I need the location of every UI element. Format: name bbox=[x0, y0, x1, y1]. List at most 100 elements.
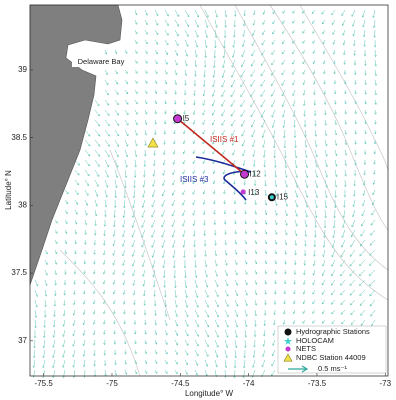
current-vector bbox=[313, 69, 316, 75]
current-vector-head bbox=[224, 365, 228, 369]
current-vector-head bbox=[65, 211, 68, 215]
current-vector bbox=[162, 239, 166, 248]
current-vector bbox=[104, 159, 110, 168]
current-vector-head bbox=[331, 302, 334, 305]
current-vector bbox=[122, 249, 126, 257]
current-vector bbox=[234, 219, 236, 225]
current-vector bbox=[174, 309, 178, 317]
current-vector bbox=[83, 329, 86, 336]
current-vector-head bbox=[321, 321, 325, 324]
current-vector bbox=[374, 109, 377, 115]
current-vector bbox=[292, 89, 296, 96]
current-vector-head bbox=[87, 163, 90, 167]
current-vector bbox=[314, 139, 317, 147]
current-vector bbox=[351, 229, 356, 237]
legend-symbol bbox=[284, 337, 292, 345]
current-vector bbox=[231, 59, 236, 68]
current-vector-head bbox=[235, 272, 238, 276]
current-vector-head bbox=[369, 283, 372, 287]
current-vector-head bbox=[134, 351, 137, 355]
current-vector bbox=[323, 59, 326, 64]
current-vector-head bbox=[133, 185, 136, 189]
legend-label: NDBC Station 44009 bbox=[296, 353, 366, 362]
current-vector-head bbox=[103, 322, 106, 325]
current-vector bbox=[53, 319, 56, 328]
current-vector bbox=[292, 69, 296, 75]
current-vector-head bbox=[154, 112, 157, 115]
current-vector-head bbox=[164, 101, 167, 105]
current-vector bbox=[254, 209, 257, 215]
current-vector-head bbox=[302, 82, 306, 86]
current-vector bbox=[212, 99, 216, 107]
current-vector-head bbox=[260, 84, 263, 87]
current-vector-head bbox=[230, 114, 234, 117]
current-vector bbox=[151, 219, 156, 228]
current-vector bbox=[64, 199, 69, 204]
current-vector bbox=[250, 99, 256, 107]
current-vector bbox=[141, 229, 146, 238]
current-vector bbox=[364, 89, 367, 95]
current-vector-head bbox=[323, 82, 326, 85]
current-vector bbox=[132, 259, 136, 267]
current-vector bbox=[252, 139, 256, 147]
current-vector-head bbox=[363, 162, 367, 166]
current-vector bbox=[164, 339, 168, 345]
current-vector-head bbox=[359, 303, 363, 306]
current-vector-head bbox=[203, 212, 206, 216]
current-vector-head bbox=[294, 243, 298, 246]
current-vector bbox=[359, 259, 366, 266]
current-vector bbox=[272, 29, 276, 35]
current-vector-head bbox=[142, 195, 145, 198]
current-vector-head bbox=[176, 24, 179, 27]
current-vector bbox=[63, 319, 66, 327]
current-vector-head bbox=[131, 244, 134, 248]
current-vector-head bbox=[123, 205, 126, 209]
current-vector bbox=[192, 159, 196, 164]
current-vector bbox=[72, 339, 76, 347]
current-vector-head bbox=[103, 342, 106, 346]
current-vector bbox=[369, 239, 376, 246]
current-vector-head bbox=[333, 72, 336, 75]
current-vector-head bbox=[77, 163, 80, 166]
current-vector bbox=[353, 39, 356, 46]
current-vector-head bbox=[243, 13, 246, 17]
current-vector-head bbox=[271, 353, 275, 357]
current-vector bbox=[264, 189, 267, 196]
current-vector-head bbox=[64, 262, 67, 265]
current-vector-head bbox=[261, 364, 264, 368]
current-vector bbox=[234, 249, 237, 255]
current-vector-head bbox=[369, 304, 373, 307]
current-vector bbox=[322, 29, 326, 34]
current-vector-head bbox=[165, 323, 168, 327]
current-vector-head bbox=[226, 335, 229, 338]
current-vector-head bbox=[350, 322, 354, 326]
current-vector bbox=[274, 219, 278, 225]
current-vector-head bbox=[362, 193, 366, 197]
current-vector-head bbox=[285, 175, 288, 178]
current-vector-head bbox=[113, 332, 116, 335]
current-vector bbox=[114, 79, 119, 85]
current-vector-head bbox=[344, 142, 348, 146]
current-vector bbox=[313, 269, 316, 276]
current-vector bbox=[44, 269, 48, 276]
current-vector-head bbox=[372, 25, 376, 29]
current-vector bbox=[372, 199, 376, 206]
current-vector-head bbox=[321, 311, 325, 314]
current-vector-head bbox=[260, 104, 263, 108]
current-vector-head bbox=[97, 124, 101, 127]
current-vector-head bbox=[145, 71, 148, 74]
current-vector-head bbox=[63, 282, 67, 286]
current-vector-head bbox=[321, 273, 325, 277]
current-vector-head bbox=[186, 343, 189, 346]
current-vector-head bbox=[321, 292, 324, 295]
current-vector-head bbox=[205, 35, 208, 39]
current-vector bbox=[242, 149, 246, 156]
current-vector bbox=[214, 249, 217, 256]
current-vector bbox=[311, 9, 316, 14]
current-vector bbox=[184, 299, 188, 308]
current-vector bbox=[264, 239, 267, 244]
current-vector bbox=[44, 259, 48, 265]
current-vector bbox=[112, 259, 116, 266]
current-vector bbox=[84, 209, 88, 216]
current-vector bbox=[151, 229, 156, 238]
